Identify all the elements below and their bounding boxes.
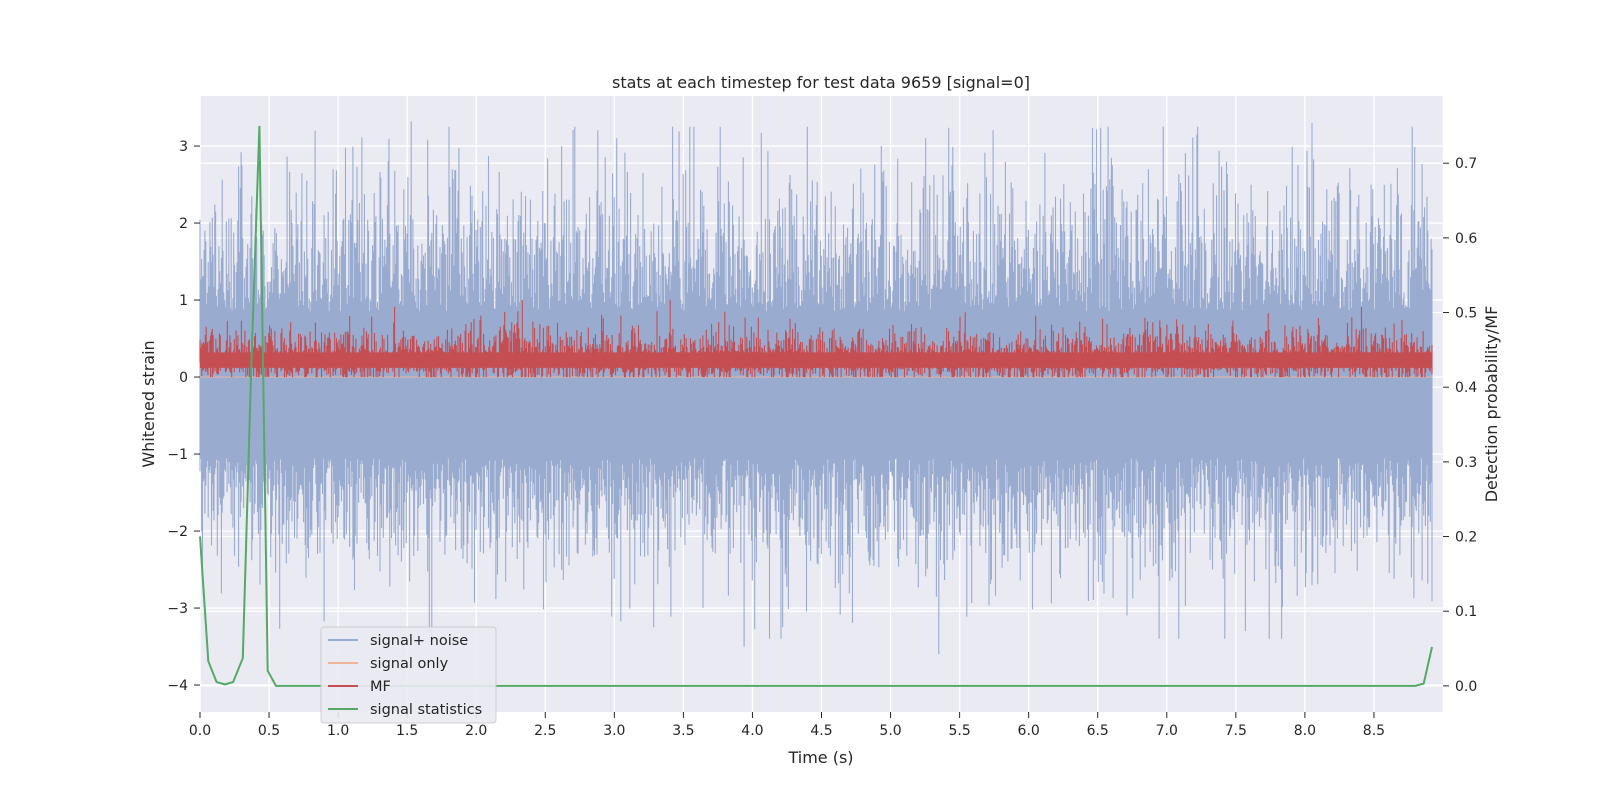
x-tick-label: 5.5 [948,723,970,739]
x-tick-label: 0.0 [189,723,211,739]
x-tick-label: 5.0 [879,723,901,739]
left-axis: −4 −3 −2 −1 0 1 2 3 [167,139,200,694]
legend-label-mf: MF [370,679,391,695]
series-layer [199,121,1433,687]
x-axis-label: Time (s) [787,748,853,767]
y2-tick-label: 0.5 [1455,306,1477,322]
x-tick-label: 7.5 [1225,723,1247,739]
y2-tick-label: 0.0 [1455,679,1477,695]
y-tick-label: −3 [167,601,188,617]
y-tick-label: 3 [179,139,188,155]
series-signal-statistics [199,125,1433,687]
y-tick-label: 2 [179,216,188,232]
chart-title: stats at each timestep for test data 965… [612,73,1030,92]
y2-tick-label: 0.7 [1455,156,1477,172]
x-tick-label: 1.0 [327,723,349,739]
x-tick-label: 6.5 [1087,723,1109,739]
legend-label-signal-statistics: signal statistics [370,702,482,718]
x-tick-label: 2.0 [465,723,487,739]
x-tick-label: 3.5 [672,723,694,739]
x-tick-label: 8.5 [1363,723,1385,739]
x-tick-label: 3.0 [603,723,625,739]
y2-tick-label: 0.3 [1455,455,1477,471]
y-tick-label: −1 [167,447,188,463]
x-tick-label: 7.0 [1156,723,1178,739]
y-tick-label: 0 [179,370,188,386]
y2-tick-label: 0.4 [1455,380,1477,396]
y-axis-label: Whitened strain [139,340,158,467]
y2-tick-label: 0.2 [1455,530,1477,546]
x-tick-label: 4.0 [741,723,763,739]
series-mf [199,300,1433,378]
x-tick-label: 6.0 [1018,723,1040,739]
x-axis: 0.0 0.5 1.0 1.5 2.0 2.5 3.0 3.5 4.0 4.5 5.0 5.5 6.0 6… [189,712,1385,739]
y-tick-label: −2 [167,524,188,540]
legend-label-signal-only: signal only [370,656,449,672]
legend-label-signal-noise: signal+ noise [370,633,468,649]
y-tick-label: −4 [167,678,188,694]
x-tick-label: 4.5 [810,723,832,739]
x-tick-label: 1.5 [396,723,418,739]
legend-box [320,626,497,724]
x-tick-label: 2.5 [534,723,556,739]
right-axis: 0.0 0.1 0.2 0.3 0.4 0.5 0.6 0.7 [1443,156,1477,695]
y-tick-label: 1 [179,293,188,309]
x-tick-label: 0.5 [258,723,280,739]
y2-tick-label: 0.6 [1455,231,1477,247]
y2-tick-label: 0.1 [1455,604,1477,620]
y2-axis-label: Detection probability/MF [1482,306,1501,503]
legend: signal+ noise signal only MF signal stat… [320,626,497,724]
x-tick-label: 8.0 [1294,723,1316,739]
